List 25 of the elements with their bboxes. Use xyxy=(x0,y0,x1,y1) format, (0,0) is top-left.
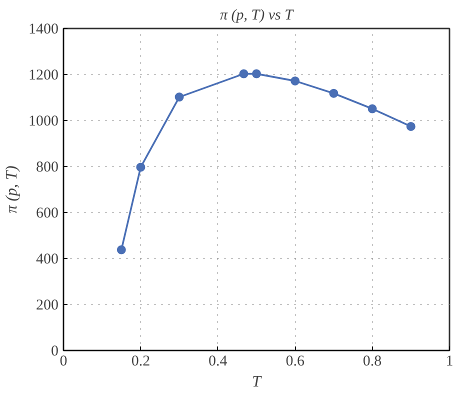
x-tick-label: 0.4 xyxy=(208,354,228,370)
point xyxy=(252,69,261,78)
point xyxy=(290,76,300,86)
point xyxy=(368,104,377,114)
y-tick-label: 1400 xyxy=(28,22,58,38)
y-tick-label: 200 xyxy=(36,298,58,314)
y-tick-label: 1000 xyxy=(28,114,58,130)
y-axis-title: π (p, T) xyxy=(4,166,20,214)
point xyxy=(116,245,126,254)
y-tick-label: 400 xyxy=(36,252,58,268)
point xyxy=(136,162,146,172)
x-tick-label: 0.6 xyxy=(286,354,305,370)
y-tick-label: 1200 xyxy=(28,68,58,84)
x-axis-title: T xyxy=(252,374,262,390)
point xyxy=(329,88,338,98)
y-tick-label: 600 xyxy=(36,206,58,222)
x-tick-label: 0.8 xyxy=(362,354,382,370)
point xyxy=(406,122,416,131)
y-tick-label: 800 xyxy=(36,160,58,176)
x-tick-label: 0.2 xyxy=(131,354,150,370)
point xyxy=(174,92,184,102)
y-tick-label: 0 xyxy=(51,344,58,360)
point xyxy=(239,69,248,78)
x-tick-label: 1 xyxy=(446,354,454,370)
chart-title: π (p, T) vs T xyxy=(220,8,295,24)
